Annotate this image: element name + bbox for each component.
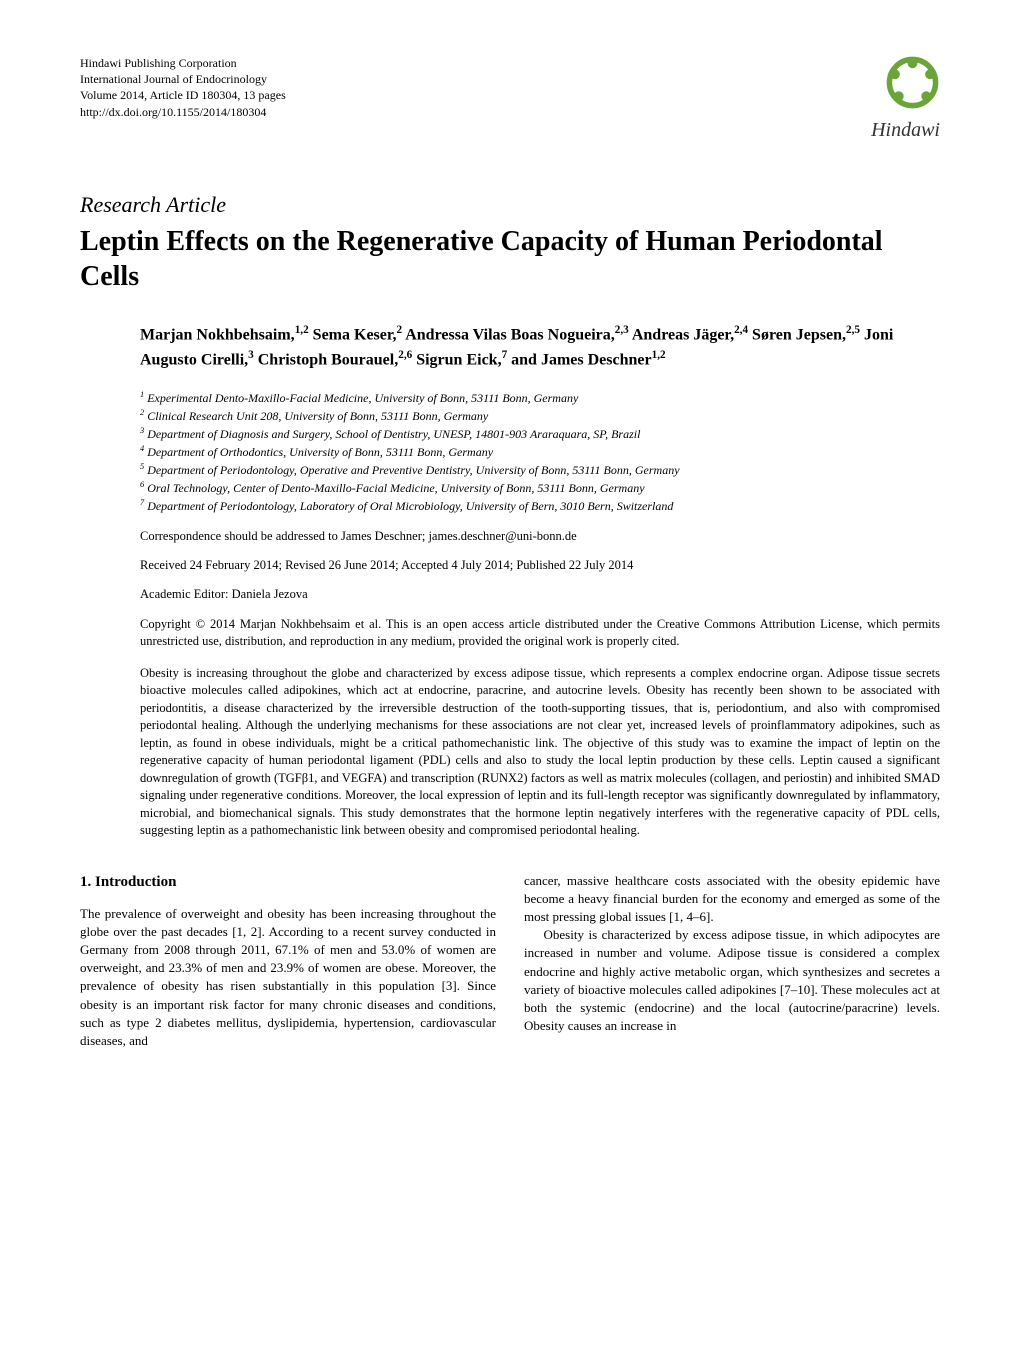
article-title: Leptin Effects on the Regenerative Capac… xyxy=(80,224,940,294)
right-column: cancer, massive healthcare costs associa… xyxy=(524,872,940,1051)
affiliation-item: 3 Department of Diagnosis and Surgery, S… xyxy=(140,425,940,443)
affiliation-item: 6 Oral Technology, Center of Dento-Maxil… xyxy=(140,479,940,497)
affiliation-item: 5 Department of Periodontology, Operativ… xyxy=(140,461,940,479)
abstract-text: Obesity is increasing throughout the glo… xyxy=(140,665,940,840)
journal-name: International Journal of Endocrinology xyxy=(80,71,286,87)
affiliation-item: 7 Department of Periodontology, Laborato… xyxy=(140,497,940,515)
volume-info: Volume 2014, Article ID 180304, 13 pages xyxy=(80,87,286,103)
publication-info: Hindawi Publishing Corporation Internati… xyxy=(80,55,286,120)
publisher-logo: Hindawi xyxy=(871,55,940,142)
affiliation-item: 2 Clinical Research Unit 208, University… xyxy=(140,407,940,425)
body-columns: 1. Introduction The prevalence of overwe… xyxy=(80,872,940,1051)
left-column: 1. Introduction The prevalence of overwe… xyxy=(80,872,496,1051)
academic-editor: Academic Editor: Daniela Jezova xyxy=(140,587,940,602)
authors-list: Marjan Nokhbehsaim,1,2 Sema Keser,2 Andr… xyxy=(140,322,940,373)
copyright-text: Copyright © 2014 Marjan Nokhbehsaim et a… xyxy=(140,616,940,651)
authors-block: Marjan Nokhbehsaim,1,2 Sema Keser,2 Andr… xyxy=(140,322,940,373)
affiliations-list: 1 Experimental Dento-Maxillo-Facial Medi… xyxy=(140,389,940,515)
section-heading: 1. Introduction xyxy=(80,872,496,893)
body-paragraph: Obesity is characterized by excess adipo… xyxy=(524,926,940,1035)
logo-text: Hindawi xyxy=(871,119,940,142)
affiliation-item: 1 Experimental Dento-Maxillo-Facial Medi… xyxy=(140,389,940,407)
correspondence: Correspondence should be addressed to Ja… xyxy=(140,529,940,544)
body-paragraph: The prevalence of overweight and obesity… xyxy=(80,905,496,1051)
publisher-name: Hindawi Publishing Corporation xyxy=(80,55,286,71)
doi-link: http://dx.doi.org/10.1155/2014/180304 xyxy=(80,104,286,120)
header-row: Hindawi Publishing Corporation Internati… xyxy=(80,55,940,142)
affiliation-item: 4 Department of Orthodontics, University… xyxy=(140,443,940,461)
body-paragraph: cancer, massive healthcare costs associa… xyxy=(524,872,940,927)
article-dates: Received 24 February 2014; Revised 26 Ju… xyxy=(140,558,940,573)
article-type: Research Article xyxy=(80,192,940,218)
hindawi-logo-icon xyxy=(885,55,940,110)
